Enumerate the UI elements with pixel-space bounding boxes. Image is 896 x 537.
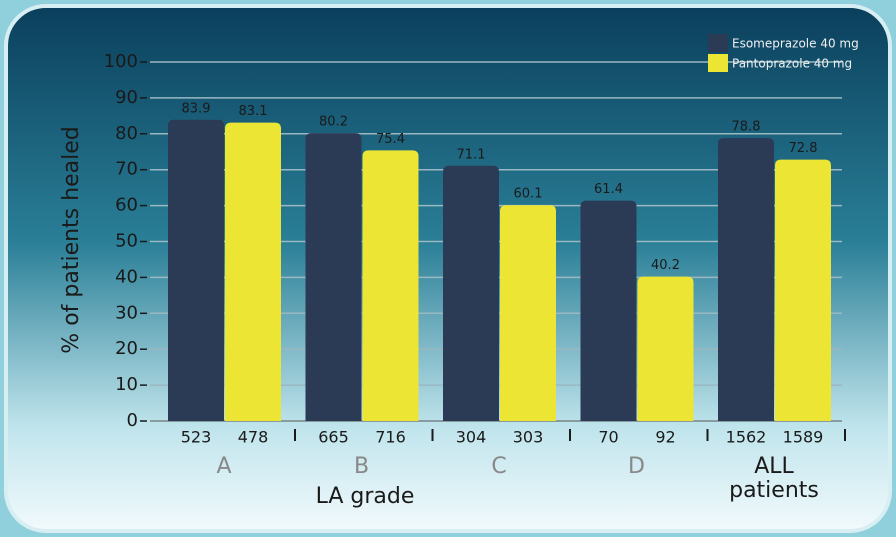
legend-swatch [708,34,728,52]
y-tick-label: 60 [115,195,138,216]
value-label: 75.4 [376,132,405,147]
legend-label: Pantoprazole 40 mg [732,57,852,71]
y-tick-label: 30 [115,302,138,323]
y-tick-label: 40 [115,266,138,287]
value-label: 71.1 [457,147,486,162]
n-label: 304 [456,428,487,447]
y-tick-label: 70 [115,159,138,180]
y-tick-label: 20 [115,338,138,359]
y-tick-label: 10 [115,374,138,395]
value-label: 83.1 [239,104,268,119]
y-tick-label: 90 [115,87,138,108]
bar [225,122,281,422]
n-label: 716 [375,428,406,447]
n-label: 1589 [783,428,824,447]
n-label: 665 [318,428,349,447]
y-axis-label: % of patients healed [59,126,84,353]
y-tick-label: 50 [115,231,138,252]
value-label: 61.4 [594,182,623,197]
x-axis-label: LA grade [316,484,415,509]
n-label: 70 [598,428,618,447]
legend-label: Esomeprazole 40 mg [732,37,859,51]
value-label: 83.9 [182,101,211,116]
value-label: 78.8 [732,120,761,135]
x-tick-label: A [216,454,232,479]
bar [775,159,831,421]
n-label: 523 [181,428,212,447]
bar [500,205,556,421]
x-tick-label: ALL patients [729,454,819,503]
y-tick-label: 100 [104,51,138,72]
x-tick-label: D [628,454,645,479]
value-label: 60.1 [514,187,543,202]
value-label: 72.8 [789,141,818,156]
n-label: 92 [655,428,675,447]
legend-swatch [708,54,728,72]
x-tick-label: B [353,454,370,479]
bar [305,133,362,421]
n-label: 478 [238,428,269,447]
bar [362,150,419,421]
bar [168,119,224,421]
bar [443,165,499,421]
n-label: 1562 [726,428,767,447]
x-tick-label: C [491,454,507,479]
bar [580,200,637,421]
n-label: 303 [513,428,544,447]
bar [637,276,694,421]
y-tick-label: 80 [115,123,138,144]
bar [718,138,774,421]
value-label: 40.2 [651,258,680,273]
y-tick-label: 0 [127,410,138,431]
value-label: 80.2 [319,115,348,130]
